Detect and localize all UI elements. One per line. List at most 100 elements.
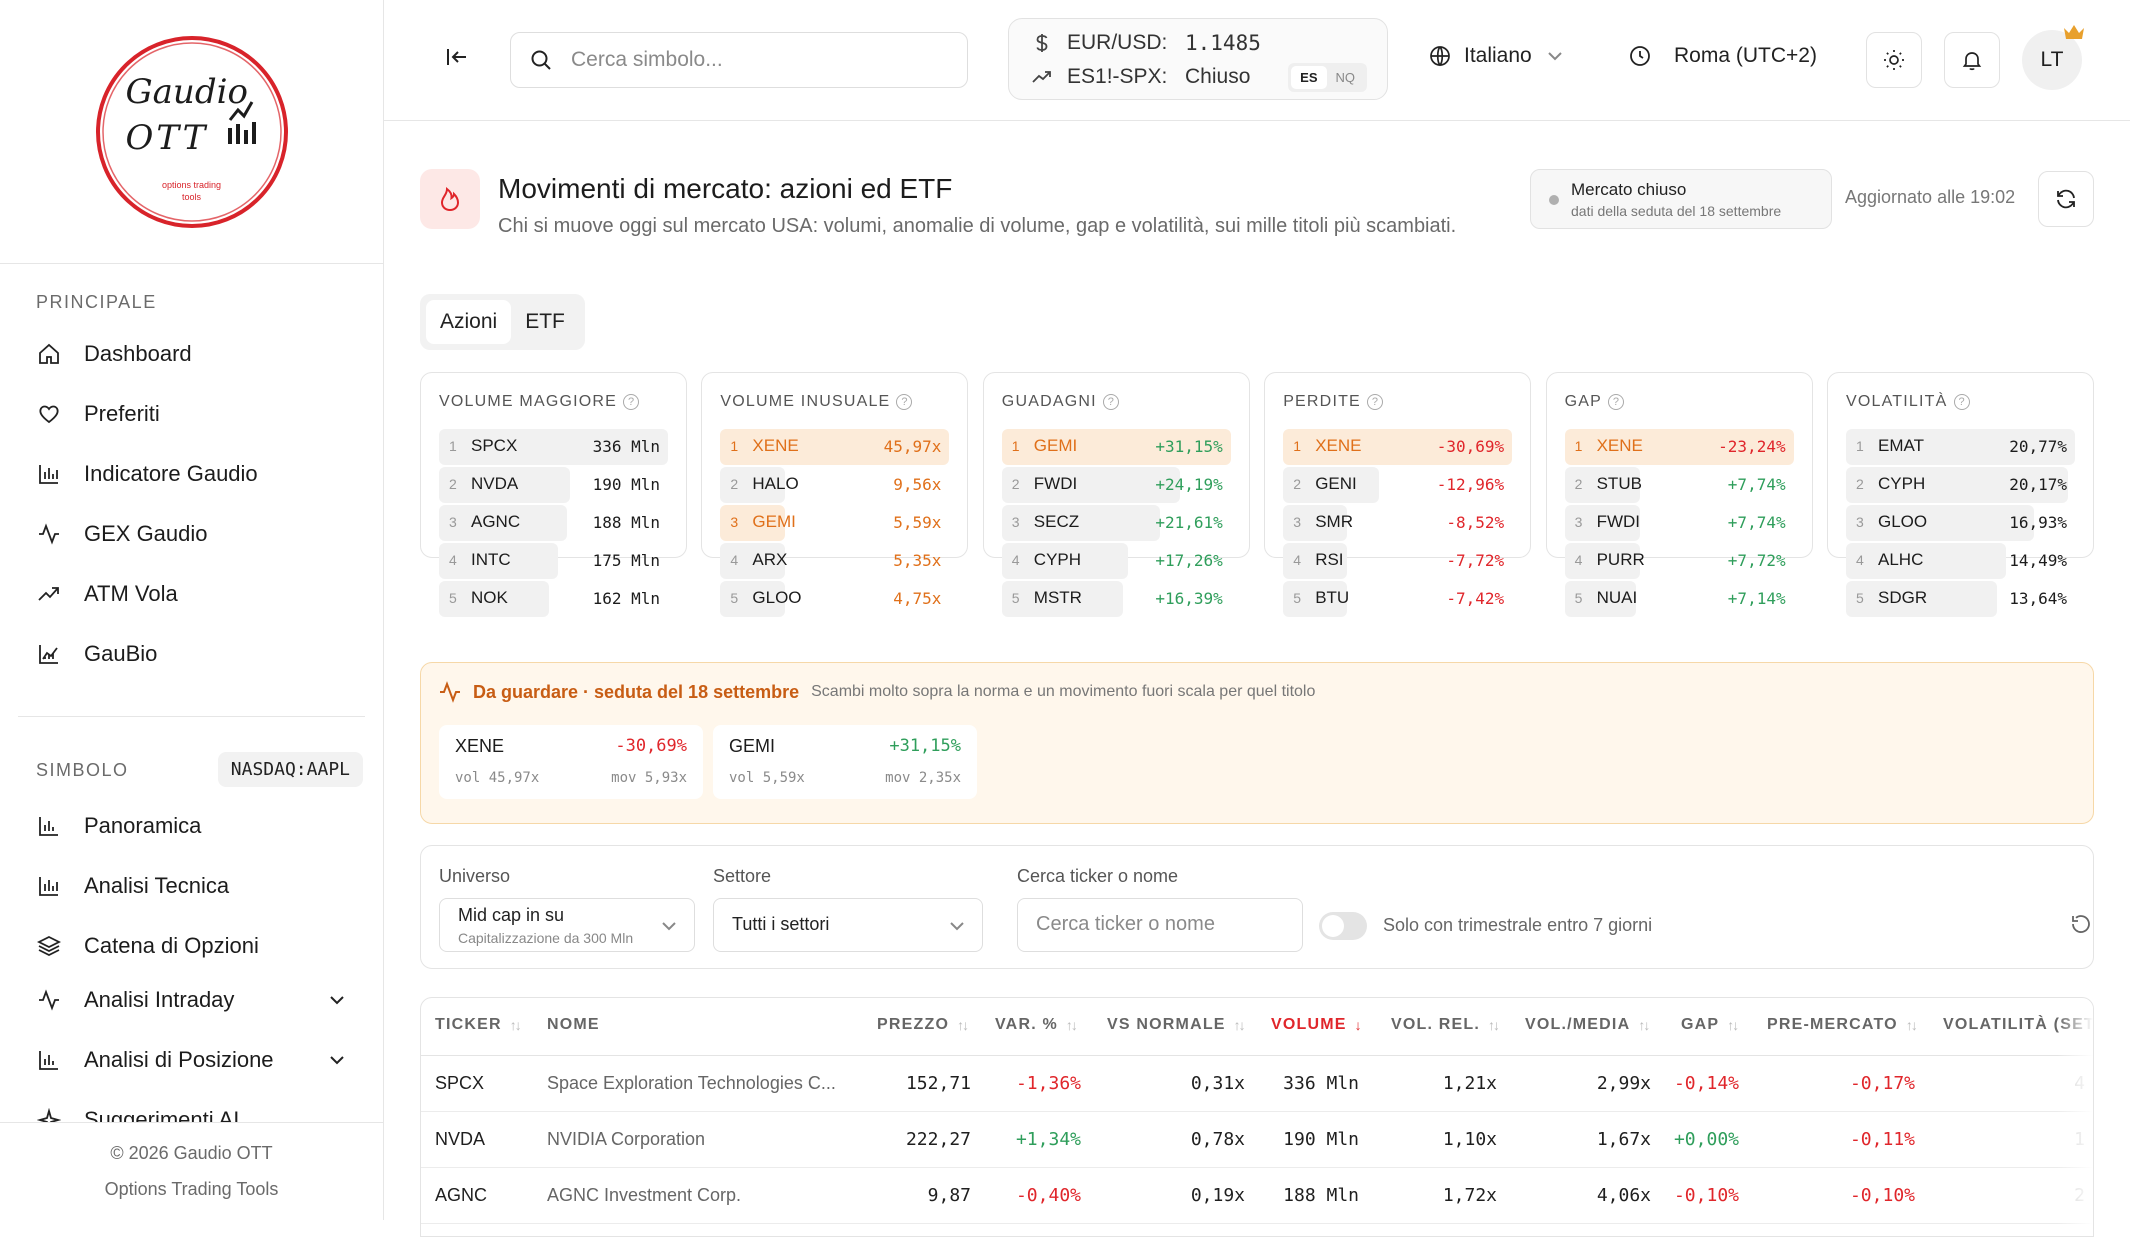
help-icon[interactable]: ? [1103,394,1119,410]
sort-icon: ↑↓ [957,1017,967,1033]
col-label: PRE-MERCATO [1767,1016,1898,1034]
cell-vol-rel: 1,21x [1443,1073,1497,1094]
symbol-search-input[interactable]: Cerca simbolo... [510,32,968,88]
cell-vol-rel: 1,10x [1443,1129,1497,1150]
sector-select[interactable]: Tutti i settori [713,898,983,952]
col-var[interactable]: VAR. %↑↓ [995,1016,1076,1034]
timezone-select[interactable]: Roma (UTC+2) [1628,44,1817,68]
cell-name: Space Exploration Technologies C... [547,1073,836,1094]
toggle-nq[interactable]: NQ [1327,66,1365,89]
collapse-sidebar-icon[interactable] [444,44,470,70]
sidebar-item-analisi-intraday[interactable]: Analisi Intraday [36,978,347,1022]
sidebar-item-preferiti[interactable]: Preferiti [36,392,347,436]
earnings-toggle[interactable] [1319,912,1367,940]
watch-card[interactable]: GEMI +31,15% vol 5,59x mov 2,35x [713,725,977,799]
symbol-badge[interactable]: NASDAQ:AAPL [218,752,363,787]
sidebar-item-analisi-posizione[interactable]: Analisi di Posizione [36,1038,347,1082]
section-label-symbol: SIMBOLO [36,760,129,781]
watch-card[interactable]: XENE -30,69% vol 45,97x mov 5,93x [439,725,703,799]
language-select[interactable]: Italiano [1428,44,1564,68]
logo[interactable]: Gaudio OTT options trading tools [92,32,292,232]
col-ticker[interactable]: TICKER↑↓ [435,1016,520,1034]
chevron-down-icon[interactable] [327,990,347,1010]
sidebar-item-gaubio[interactable]: GauBio [36,632,347,676]
stat-ticker: PURR [1597,550,1645,570]
help-icon[interactable]: ? [1367,394,1383,410]
col-volume[interactable]: VOLUME↓ [1271,1016,1362,1034]
col-prezzo[interactable]: PREZZO↑↓ [877,1016,967,1034]
sidebar-item-atm-vola[interactable]: ATM Vola [36,572,347,616]
bar-chart-icon [36,1047,62,1073]
help-icon[interactable]: ? [896,394,912,410]
search-icon [529,48,553,72]
sidebar-item-analisi-tecnica[interactable]: Analisi Tecnica [36,864,347,908]
sidebar-item-catena-opzioni[interactable]: Catena di Opzioni [36,924,347,968]
stat-rank: 4 [730,552,738,568]
help-icon[interactable]: ? [623,394,639,410]
es-nq-toggle[interactable]: ES NQ [1288,63,1367,92]
sidebar-item-dashboard[interactable]: Dashboard [36,332,347,376]
col-vol-rel[interactable]: VOL. REL.↑↓ [1391,1016,1498,1034]
stat-value: 9,56x [893,475,941,494]
sidebar-item-gex-gaudio[interactable]: GEX Gaudio [36,512,347,556]
stat-rank: 4 [1012,552,1020,568]
toggle-es[interactable]: ES [1291,66,1326,89]
user-avatar[interactable]: LT [2022,30,2082,90]
col-vol-media[interactable]: VOL./MEDIA↑↓ [1525,1016,1648,1034]
sidebar-item-indicatore-gaudio[interactable]: Indicatore Gaudio [36,452,347,496]
col-pre-mercato[interactable]: PRE-MERCATO↑↓ [1767,1016,1916,1034]
tab-etf[interactable]: ETF [511,300,579,344]
col-vs-normale[interactable]: VS NORMALE↑↓ [1107,1016,1244,1034]
help-icon[interactable]: ? [1954,394,1970,410]
chevron-down-icon[interactable] [327,1050,347,1070]
col-gap[interactable]: GAP↑↓ [1681,1016,1737,1034]
reset-filters-icon[interactable] [2069,912,2093,936]
tab-azioni[interactable]: Azioni [426,300,511,344]
ticker-search-input[interactable]: Cerca ticker o nome [1017,898,1303,952]
sidebar-item-panoramica[interactable]: Panoramica [36,804,347,848]
stat-row-bar [1002,505,1160,541]
theme-toggle-button[interactable] [1866,32,1922,88]
bar-chart-icon [36,813,62,839]
table-header: TICKER↑↓ NOME PREZZO↑↓ VAR. %↑↓ VS NORMA… [421,998,2093,1056]
stat-value: -7,42% [1446,589,1504,608]
refresh-button[interactable] [2038,171,2094,227]
col-nome[interactable]: NOME [547,1016,600,1034]
notifications-button[interactable] [1944,32,2000,88]
universe-select[interactable]: Mid cap in su Capitalizzazione da 300 Ml… [439,898,695,952]
help-icon[interactable]: ? [1608,394,1624,410]
